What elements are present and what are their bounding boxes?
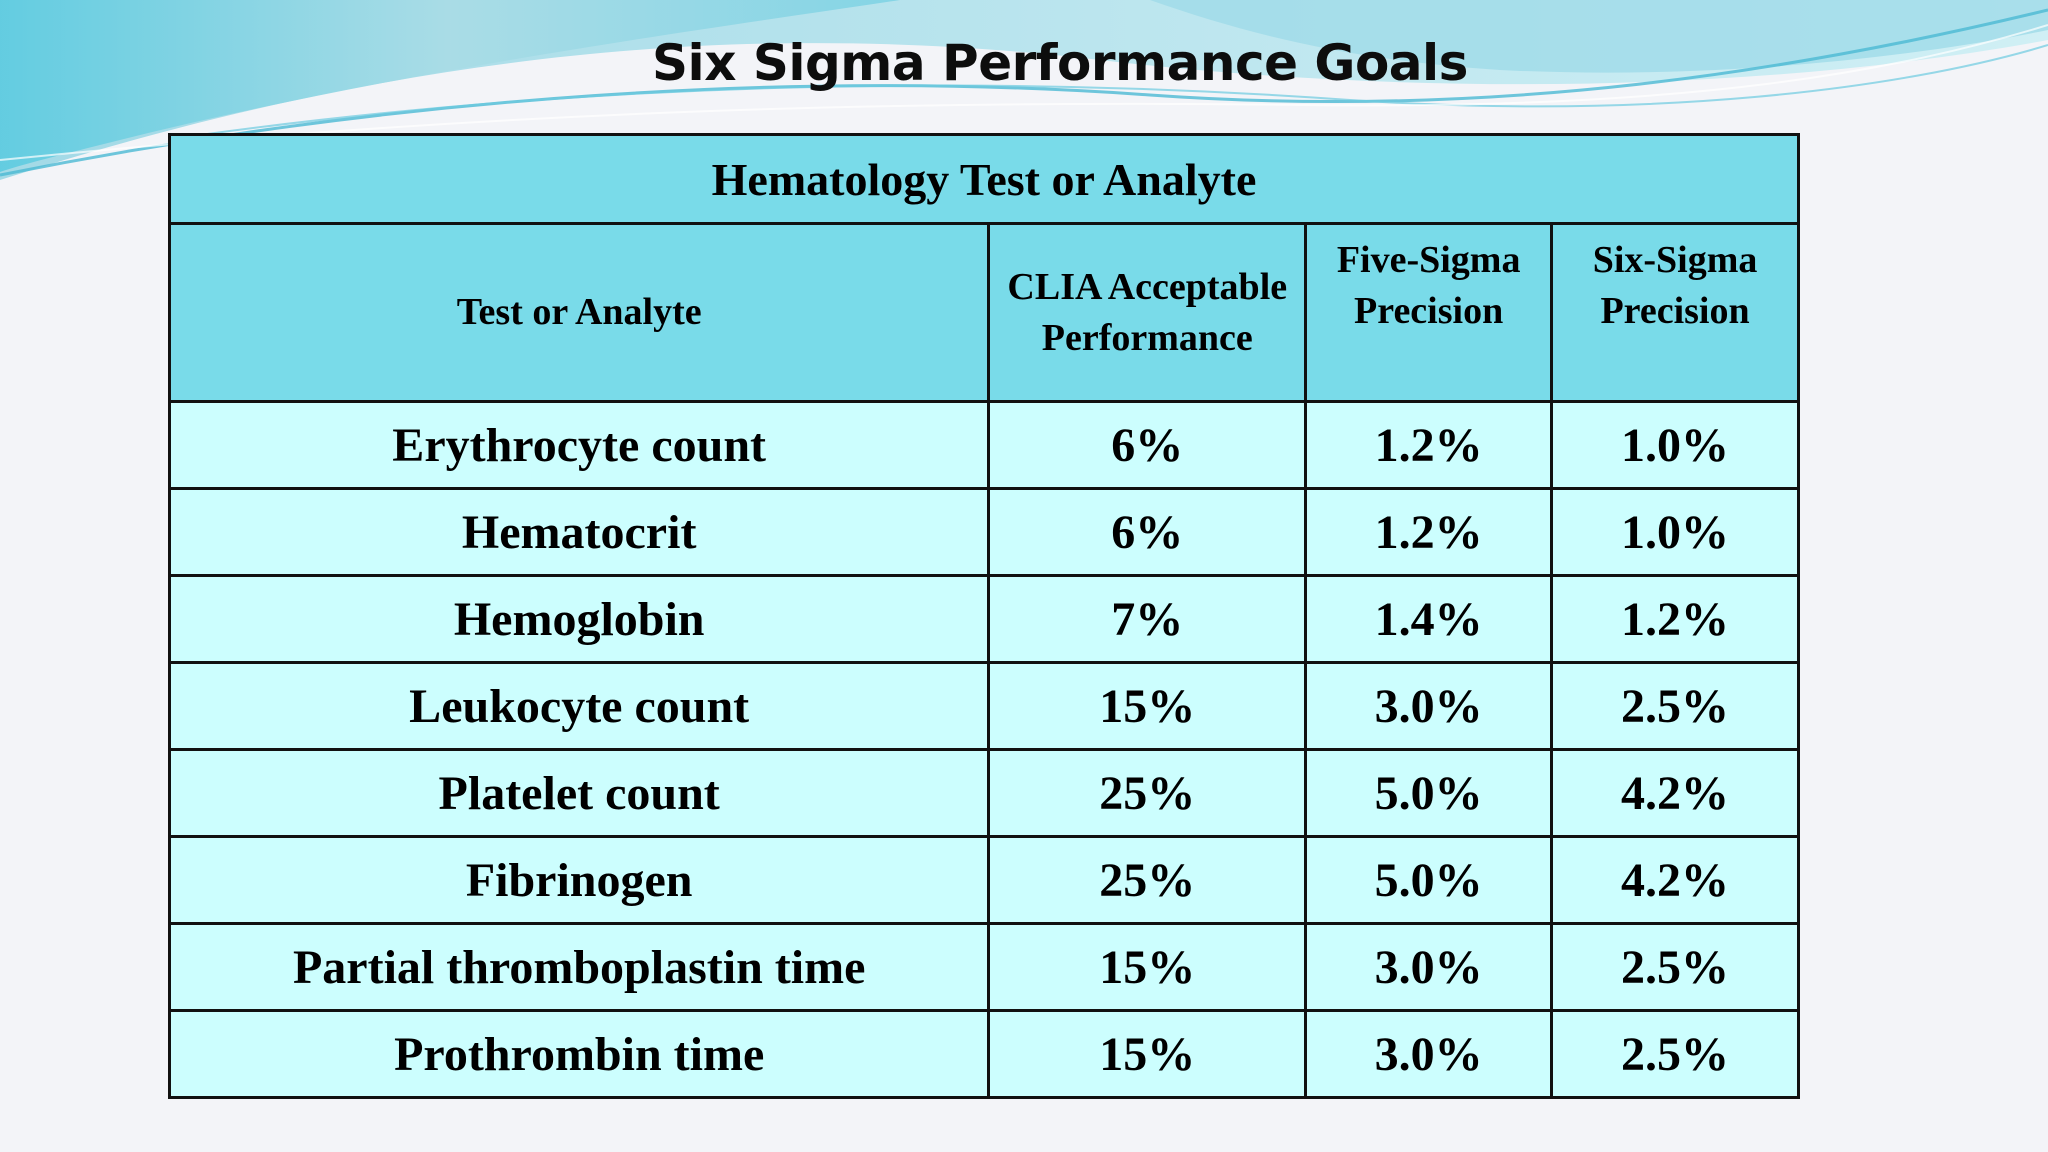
- five-sigma-cell: 1.2%: [1304, 400, 1554, 490]
- five-sigma-cell: 3.0%: [1304, 1009, 1554, 1099]
- clia-cell: 7%: [987, 574, 1308, 664]
- table-row: Hematocrit 6% 1.2% 1.0%: [167, 487, 1800, 577]
- table-row: Leukocyte count 15% 3.0% 2.5%: [167, 661, 1800, 751]
- five-sigma-cell: 5.0%: [1304, 835, 1554, 925]
- wave-band-front: [0, 0, 900, 172]
- six-sigma-cell: 2.5%: [1550, 661, 1800, 751]
- wave-line-2: [199, 44, 2048, 136]
- analyte-cell: Platelet count: [167, 748, 991, 838]
- analyte-cell: Fibrinogen: [167, 835, 991, 925]
- clia-cell: 25%: [987, 835, 1308, 925]
- decorative-wave-banner: [0, 0, 2048, 180]
- five-sigma-cell: 5.0%: [1304, 748, 1554, 838]
- analyte-cell: Leukocyte count: [167, 661, 991, 751]
- slide-title: Six Sigma Performance Goals: [652, 34, 1468, 92]
- analyte-cell: Prothrombin time: [167, 1009, 991, 1099]
- wave-band-right: [1150, 0, 2048, 73]
- analyte-cell: Erythrocyte count: [167, 400, 991, 490]
- clia-cell: 6%: [987, 487, 1308, 577]
- wave-line-1: [0, 8, 2048, 177]
- clia-cell: 15%: [987, 1009, 1308, 1099]
- six-sigma-cell: 2.5%: [1550, 1009, 1800, 1099]
- five-sigma-cell: 1.2%: [1304, 487, 1554, 577]
- analyte-cell: Partial thromboplastin time: [167, 922, 991, 1012]
- clia-cell: 25%: [987, 748, 1308, 838]
- column-header-clia: CLIA Acceptable Performance: [987, 222, 1308, 403]
- wave-line-3: [0, 24, 2048, 161]
- clia-cell: 15%: [987, 922, 1308, 1012]
- six-sigma-cell: 4.2%: [1550, 748, 1800, 838]
- six-sigma-cell: 2.5%: [1550, 922, 1800, 1012]
- table-row: Partial thromboplastin time 15% 3.0% 2.5…: [167, 922, 1800, 1012]
- column-header-five-sigma: Five-Sigma Precision: [1304, 222, 1554, 403]
- analyte-cell: Hemoglobin: [167, 574, 991, 664]
- clia-cell: 6%: [987, 400, 1308, 490]
- table-row: Hemoglobin 7% 1.4% 1.2%: [167, 574, 1800, 664]
- column-header-analyte: Test or Analyte: [167, 222, 991, 403]
- column-header-six-sigma: Six-Sigma Precision: [1550, 222, 1800, 403]
- five-sigma-cell: 3.0%: [1304, 922, 1554, 1012]
- six-sigma-cell: 4.2%: [1550, 835, 1800, 925]
- table-row: Fibrinogen 25% 5.0% 4.2%: [167, 835, 1800, 925]
- table-row: Prothrombin time 15% 3.0% 2.5%: [167, 1009, 1800, 1099]
- table-band-header: Hematology Test or Analyte: [168, 133, 1800, 225]
- clia-cell: 15%: [987, 661, 1308, 751]
- six-sigma-cell: 1.0%: [1550, 400, 1800, 490]
- sigma-goals-table: Hematology Test or Analyte Test or Analy…: [167, 133, 1800, 1099]
- analyte-cell: Hematocrit: [167, 487, 991, 577]
- six-sigma-cell: 1.0%: [1550, 487, 1800, 577]
- six-sigma-cell: 1.2%: [1550, 574, 1800, 664]
- five-sigma-cell: 1.4%: [1304, 574, 1554, 664]
- five-sigma-cell: 3.0%: [1304, 661, 1554, 751]
- table-row: Platelet count 25% 5.0% 4.2%: [167, 748, 1800, 838]
- table-row: Erythrocyte count 6% 1.2% 1.0%: [167, 400, 1800, 490]
